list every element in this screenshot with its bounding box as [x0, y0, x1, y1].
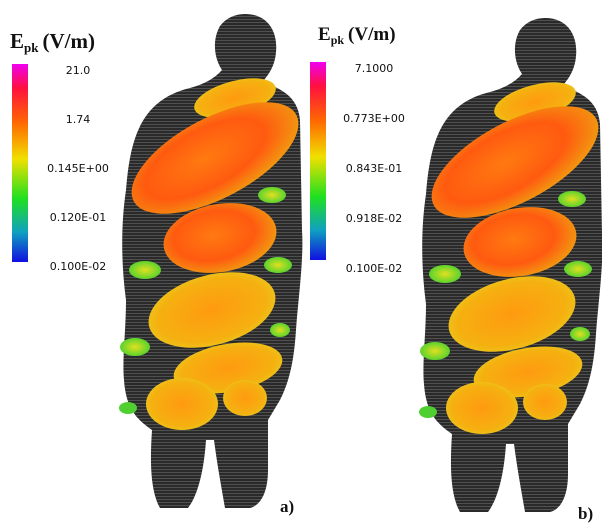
figure: Epk(V/m) 21.0 1.74 0.145E+00 0.120E-01 0.100… — [0, 0, 602, 524]
colorbar-tick-label: 7.1000 — [355, 62, 394, 75]
colorbar-tick-label: 0.100E-02 — [346, 262, 402, 275]
model — [115, 14, 315, 508]
colorbar-title: Epk(V/m) — [318, 24, 396, 47]
model — [415, 18, 602, 512]
page: {"figure": { "panels": [ {"label": "a)",… — [0, 0, 602, 524]
colorbar-ticks: 21.0 1.74 0.145E+00 0.120E-01 0.100E-02 — [47, 64, 109, 273]
colorbar-tick-label: 0.918E-02 — [346, 212, 402, 225]
colorbar-tick-label: 21.0 — [66, 64, 91, 77]
colorbar — [12, 64, 28, 262]
colorbar-ticks: 7.1000 0.773E+00 0.843E-01 0.918E-02 0.100E-… — [343, 62, 405, 275]
colorbar — [310, 62, 326, 260]
colorbar-tick-label: 0.100E-02 — [50, 260, 106, 273]
panel-label: a) — [280, 497, 294, 516]
panel-label: b) — [578, 504, 593, 523]
colorbar-tick-label: 0.145E+00 — [47, 162, 109, 175]
colorbar-tick-label: 0.773E+00 — [343, 112, 405, 125]
panel-a: Epk(V/m) 21.0 1.74 0.145E+00 0.120E-01 0.100… — [10, 14, 315, 516]
colorbar-tick-label: 0.120E-01 — [50, 211, 106, 224]
colorbar-tick-label: 1.74 — [66, 113, 91, 126]
colorbar-title: Epk(V/m) — [10, 29, 95, 55]
panel-b: Epk(V/m) 7.1000 0.773E+00 0.843E-01 0.918E-… — [310, 18, 602, 523]
colorbar-tick-label: 0.843E-01 — [346, 162, 402, 175]
